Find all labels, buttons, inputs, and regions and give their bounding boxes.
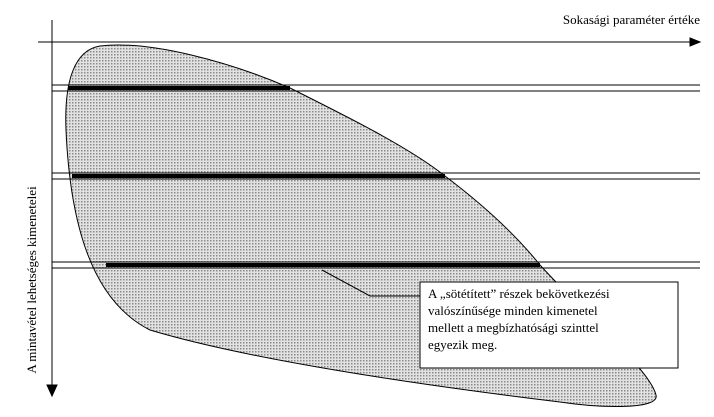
y-axis-label: A mintavétel lehetséges kimenetelei bbox=[24, 186, 39, 374]
callout-box bbox=[419, 281, 679, 369]
callout-line: mellett a megbízhatósági szinttel bbox=[428, 320, 599, 335]
callout-line: valószínűsége minden kimenetel bbox=[428, 303, 598, 318]
callout-line: egyezik meg. bbox=[428, 337, 497, 352]
x-axis-label: Sokasági paraméter értéke bbox=[563, 12, 700, 27]
shaded-segments bbox=[68, 86, 540, 267]
leader-line bbox=[321, 269, 420, 297]
level-lines bbox=[52, 84, 700, 269]
callout-line: A „sötétített” részek bekövetkezési bbox=[428, 286, 610, 301]
axes bbox=[38, 20, 702, 398]
